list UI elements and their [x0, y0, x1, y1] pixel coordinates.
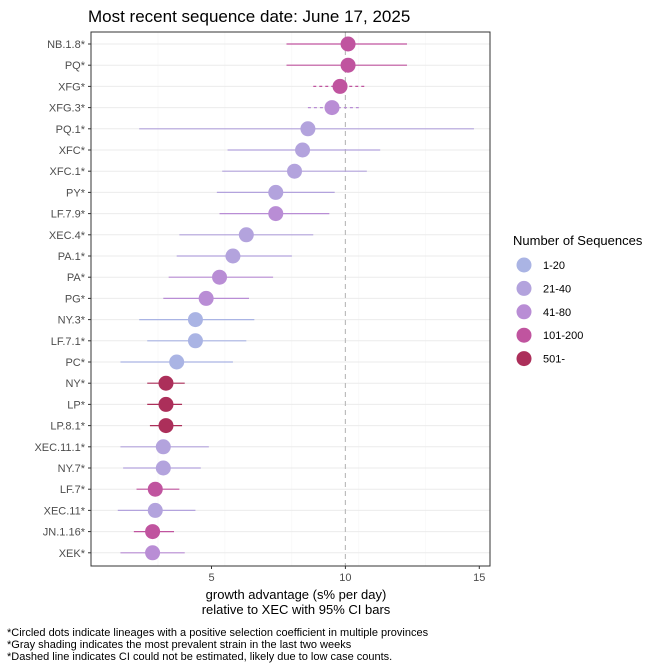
x-tick-label: 15	[473, 572, 485, 584]
y-tick-label: PQ.1*	[56, 124, 86, 136]
point-NY.3*	[187, 312, 203, 328]
point-PG*	[198, 290, 214, 306]
legend-title: Number of Sequences	[513, 233, 643, 248]
chart-title: Most recent sequence date: June 17, 2025	[88, 7, 410, 26]
y-tick-label: XFG.3*	[49, 103, 86, 115]
y-tick-label: JN.1.16*	[43, 527, 86, 539]
y-tick-label: NY.3*	[58, 315, 86, 327]
x-axis-label-line-1: growth advantage (s% per day)	[206, 587, 387, 602]
y-tick-label: PY*	[66, 187, 86, 199]
point-LF.7*	[147, 481, 163, 497]
x-axis-label: growth advantage (s% per day) relative t…	[202, 587, 391, 617]
x-axis-label-line-2: relative to XEC with 95% CI bars	[202, 602, 391, 617]
point-XFG*	[332, 78, 348, 94]
points	[117, 36, 474, 561]
point-XEC.11*	[147, 502, 163, 518]
y-tick-label: LP.8.1*	[50, 421, 85, 433]
x-axis: 5 10 15	[208, 566, 485, 584]
footnotes: *Circled dots indicate lineages with a p…	[7, 627, 429, 663]
x-tick-label: 5	[208, 572, 214, 584]
point-LP*	[158, 396, 174, 412]
point-NB.1.8*	[340, 36, 356, 52]
y-axis: NB.1.8* PQ* XFG* XFG.3* PQ.1* XFC* XFC.1* PY* LF…	[34, 39, 91, 560]
legend-key-41-80	[516, 304, 532, 320]
point-LP.8.1*	[158, 418, 174, 434]
legend-label-501-: 501-	[543, 354, 565, 366]
y-tick-label: PA*	[67, 272, 86, 284]
point-XFC*	[295, 142, 311, 158]
footnote-2: *Gray shading indicates the most prevale…	[7, 639, 352, 651]
legend-key-101-200	[516, 327, 532, 343]
y-tick-label: LP*	[67, 399, 85, 411]
point-PA.1*	[225, 248, 241, 264]
y-tick-label: PC*	[65, 357, 85, 369]
point-JN.1.16*	[145, 524, 161, 540]
point-LF.7.9*	[268, 206, 284, 222]
point-PC*	[169, 354, 185, 370]
legend-label-101-200: 101-200	[543, 330, 583, 342]
plot-background	[91, 32, 490, 566]
y-tick-label: XEK*	[59, 548, 86, 560]
y-tick-label: XFG*	[58, 81, 86, 93]
plot-border	[90, 31, 491, 567]
legend-key-1-20	[516, 257, 532, 273]
y-tick-label: PG*	[65, 293, 86, 305]
legend-label-41-80: 41-80	[543, 307, 571, 319]
y-tick-label: LF.7.9*	[51, 209, 86, 221]
point-XEC.4*	[238, 227, 254, 243]
legend-key-21-40	[516, 280, 532, 296]
y-tick-label: NB.1.8*	[47, 39, 86, 51]
point-XFC.1*	[287, 163, 303, 179]
point-NY.7*	[155, 460, 171, 476]
y-tick-label: XEC.11*	[44, 505, 86, 517]
y-tick-label: PA.1*	[58, 251, 86, 263]
point-NY*	[158, 375, 174, 391]
point-XEC.11.1*	[155, 439, 171, 455]
y-tick-label: LF.7*	[60, 484, 86, 496]
y-tick-label: NY*	[65, 378, 85, 390]
point-LF.7.1*	[187, 333, 203, 349]
footnote-3: *Dashed line indicates CI could not be e…	[7, 651, 392, 663]
y-tick-label: LF.7.1*	[51, 336, 86, 348]
legend-label-21-40: 21-40	[543, 283, 571, 295]
x-tick-label: 10	[339, 572, 351, 584]
y-tick-label: XFC*	[59, 145, 86, 157]
y-tick-label: XEC.4*	[49, 230, 86, 242]
point-PA*	[212, 269, 228, 285]
y-tick-label: PQ*	[65, 60, 86, 72]
legend-items: 1-20 21-40 41-80 101-200 501-	[516, 257, 583, 367]
point-PQ.1*	[300, 121, 316, 137]
legend: Number of Sequences 1-20 21-40 41-80 101-20…	[513, 233, 643, 367]
legend-key-501-	[516, 351, 532, 367]
y-tick-label: XEC.11.1*	[34, 442, 85, 454]
point-PY*	[268, 184, 284, 200]
y-tick-label: NY.7*	[58, 463, 86, 475]
legend-label-1-20: 1-20	[543, 260, 565, 272]
point-XFG.3*	[324, 100, 340, 116]
y-tick-label: XFC.1*	[50, 166, 86, 178]
plot-panel: NB.1.8* PQ* XFG* XFG.3* PQ.1* XFC* XFC.1* PY* LF…	[34, 31, 491, 584]
point-PQ*	[340, 57, 356, 73]
footnote-1: *Circled dots indicate lineages with a p…	[7, 627, 429, 639]
point-XEK*	[145, 545, 161, 561]
